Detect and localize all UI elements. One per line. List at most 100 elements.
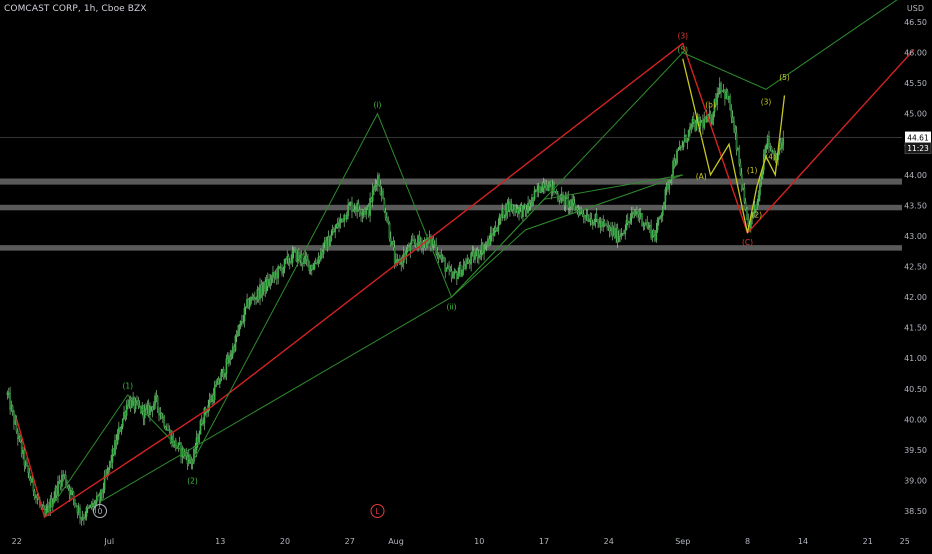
candle-538 bbox=[703, 118, 706, 128]
candle-96 bbox=[130, 399, 133, 409]
candle-180 bbox=[239, 321, 242, 326]
candle-272 bbox=[358, 209, 361, 214]
wave-line-green-3 bbox=[99, 174, 683, 503]
candle-154 bbox=[206, 411, 208, 413]
candle-311 bbox=[409, 244, 412, 251]
candle-425 bbox=[557, 193, 559, 199]
candle-404 bbox=[529, 205, 532, 207]
candle-83 bbox=[114, 440, 116, 455]
wave-label-5: (5) bbox=[677, 46, 688, 55]
x-tick-label-0: 22 bbox=[12, 537, 22, 546]
y-tick-label-15: 46.00 bbox=[904, 49, 927, 58]
wave-label-4: (3) bbox=[677, 32, 688, 41]
candle-167 bbox=[222, 368, 225, 378]
x-tick-label-2: 13 bbox=[215, 537, 225, 546]
candle-291 bbox=[383, 198, 386, 212]
candle-164 bbox=[219, 380, 221, 385]
candle-253 bbox=[334, 228, 336, 233]
candle-282 bbox=[371, 190, 374, 202]
candle-314 bbox=[413, 239, 415, 243]
y-tick-label-10: 43.50 bbox=[904, 201, 927, 210]
candle-263 bbox=[347, 204, 349, 217]
wave-label-14: 0 bbox=[98, 507, 103, 516]
candle-463 bbox=[606, 225, 608, 227]
x-tick-label-6: 10 bbox=[474, 537, 484, 546]
candle-337 bbox=[443, 257, 445, 261]
candle-16 bbox=[27, 465, 30, 474]
wave-label-11: (4) bbox=[765, 153, 776, 162]
candle-440 bbox=[576, 207, 579, 210]
candle-585 bbox=[764, 149, 766, 155]
candle-339 bbox=[445, 268, 448, 272]
candle-338 bbox=[444, 259, 447, 272]
candle-88 bbox=[120, 426, 123, 432]
candle-565 bbox=[738, 147, 741, 165]
candle-5 bbox=[13, 411, 15, 425]
candle-416 bbox=[545, 185, 548, 190]
candle-294 bbox=[387, 220, 390, 224]
candle-344 bbox=[452, 274, 454, 279]
candle-51 bbox=[72, 491, 75, 500]
candle-312 bbox=[410, 239, 413, 245]
candle-39 bbox=[57, 481, 59, 496]
y-tick-label-7: 42.00 bbox=[904, 293, 927, 302]
countdown-tag bbox=[904, 142, 932, 154]
candle-59 bbox=[83, 517, 85, 519]
candle-242 bbox=[320, 251, 322, 260]
candle-480 bbox=[628, 221, 630, 224]
chart-title: COMCAST CORP, 1h, Cboe BZX bbox=[4, 4, 147, 14]
y-tick-label-13: 45.00 bbox=[904, 110, 927, 119]
candle-85 bbox=[116, 434, 119, 444]
candle-526 bbox=[687, 129, 690, 141]
candle-165 bbox=[220, 372, 223, 382]
candle-506 bbox=[661, 208, 664, 216]
candle-217 bbox=[287, 256, 290, 264]
candle-383 bbox=[502, 208, 505, 219]
candle-581 bbox=[759, 181, 761, 196]
candle-262 bbox=[345, 215, 348, 220]
candle-257 bbox=[339, 218, 342, 223]
candle-588 bbox=[768, 136, 770, 148]
candle-398 bbox=[522, 205, 524, 218]
candle-11 bbox=[20, 441, 23, 454]
candle-113 bbox=[152, 404, 155, 411]
candle-598 bbox=[781, 144, 783, 149]
candle-471 bbox=[616, 227, 619, 243]
y-tick-label-14: 45.50 bbox=[904, 79, 927, 88]
candle-354 bbox=[465, 263, 467, 269]
candle-380 bbox=[498, 215, 501, 226]
candle-187 bbox=[248, 303, 251, 308]
candle-79 bbox=[108, 460, 111, 469]
candle-192 bbox=[255, 297, 257, 300]
wave-label-1: (2) bbox=[187, 476, 198, 485]
candle-188 bbox=[250, 297, 252, 304]
candle-429 bbox=[562, 193, 564, 196]
candle-361 bbox=[474, 254, 476, 260]
x-tick-label-13: 25 bbox=[900, 537, 910, 546]
candle-277 bbox=[365, 208, 368, 215]
candle-525 bbox=[686, 139, 689, 143]
candle-149 bbox=[199, 420, 202, 435]
candle-214 bbox=[283, 259, 286, 269]
candle-424 bbox=[555, 191, 558, 195]
candle-370 bbox=[485, 243, 488, 246]
y-tick-label-4: 40.50 bbox=[904, 385, 927, 394]
candle-400 bbox=[524, 204, 527, 211]
candle-168 bbox=[224, 373, 226, 378]
candle-239 bbox=[316, 262, 318, 264]
support-band-1 bbox=[0, 178, 902, 185]
x-tick-label-5: Aug bbox=[388, 537, 404, 546]
candle-561 bbox=[733, 121, 735, 130]
wave-label-10: (3) bbox=[761, 98, 772, 107]
candle-518 bbox=[677, 149, 680, 151]
candle-264 bbox=[348, 203, 351, 206]
candle-582 bbox=[760, 179, 763, 182]
wave-label-3: (ii) bbox=[446, 302, 456, 311]
candle-530 bbox=[693, 119, 695, 123]
candle-346 bbox=[454, 271, 457, 273]
candle-437 bbox=[572, 199, 575, 204]
candle-36 bbox=[53, 497, 55, 502]
